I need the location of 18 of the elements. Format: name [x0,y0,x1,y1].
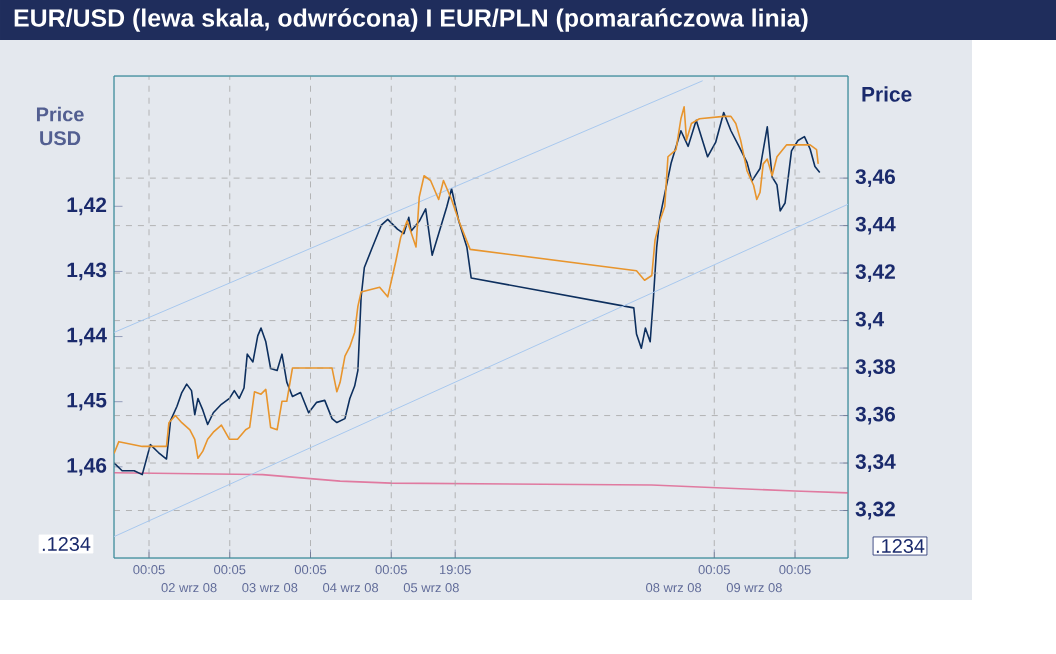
y2-tick-label: 3,4 [855,311,885,330]
text: .1234 [42,536,91,552]
y2-tick-label: 3,34 [855,454,896,472]
y2-tick-label: 3,38 [855,359,896,377]
chart-title: EUR/USD (lewa skala, odwrócona) I EUR/PLN (pomarańczowa linia) [14,8,808,32]
y-tick-label: 1,45 [67,392,107,411]
y-tick-label: 1,46 [67,457,107,476]
y-tick-label: 1,42 [67,197,107,216]
y-tick-label: 1,44 [67,327,107,346]
y2-tick-label: 3,32 [855,501,895,520]
y2-tick-label: 3,36 [855,406,896,425]
y-axis-title: Price USD [36,106,84,146]
y2-tick-label: 3,46 [855,169,896,188]
y2-axis-title: Price [862,86,912,102]
y-tick-label: 1,43 [67,262,107,281]
text: .1234 [876,538,925,554]
y2-tick-label: 3,44 [855,216,896,235]
y2-tick-label: 3,42 [855,264,895,283]
